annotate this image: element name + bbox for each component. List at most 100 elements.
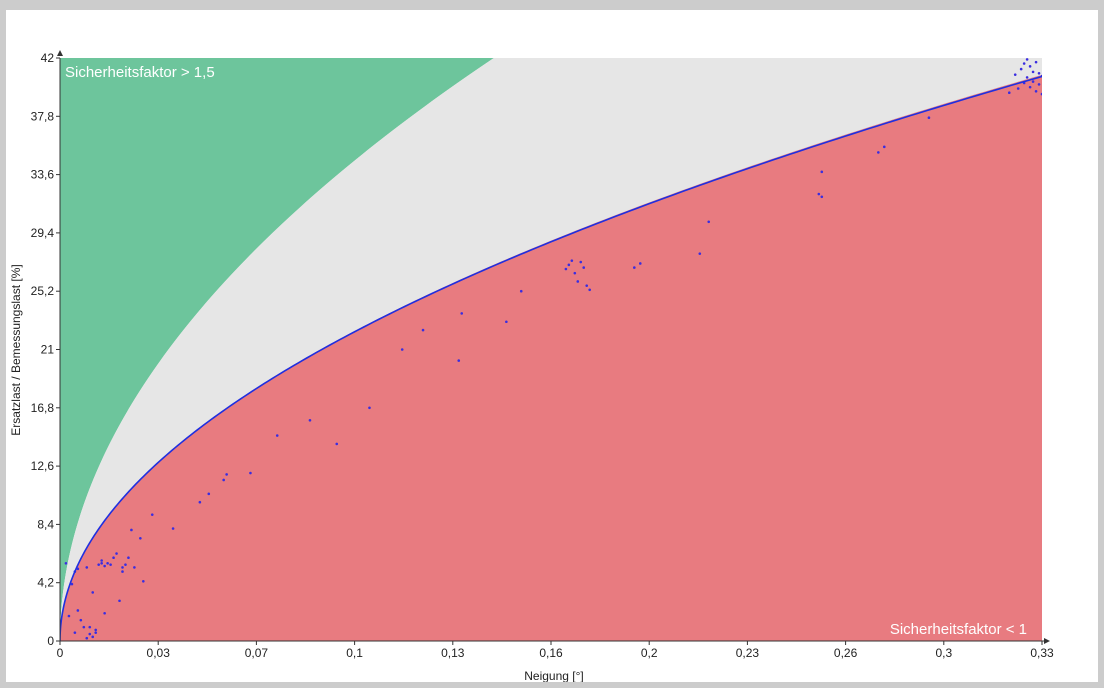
x-tick-label: 0,2 xyxy=(641,646,658,660)
data-point xyxy=(1028,65,1032,68)
data-point xyxy=(633,266,636,269)
x-tick-label: 0,16 xyxy=(539,646,563,660)
data-point xyxy=(118,599,121,603)
data-point xyxy=(564,267,568,271)
y-tick-label: 16,8 xyxy=(31,401,55,415)
data-point xyxy=(457,359,461,362)
data-point xyxy=(67,614,71,618)
data-point xyxy=(1013,73,1017,76)
x-axis-arrow xyxy=(1044,638,1050,644)
data-point xyxy=(1025,76,1029,79)
y-tick-label: 42 xyxy=(41,51,55,65)
x-tick-label: 0,03 xyxy=(147,646,171,660)
data-point xyxy=(567,263,571,267)
data-point xyxy=(576,280,580,283)
data-point xyxy=(171,527,175,530)
data-point xyxy=(1040,92,1042,96)
y-tick-label: 37,8 xyxy=(31,109,55,123)
data-point xyxy=(112,556,115,560)
y-tick-label: 8,4 xyxy=(37,517,54,531)
data-point xyxy=(222,478,225,482)
data-point xyxy=(1037,71,1041,75)
data-point xyxy=(127,556,130,560)
data-point xyxy=(88,625,92,629)
y-tick-label: 33,6 xyxy=(31,168,55,182)
data-point xyxy=(94,628,98,632)
plot-area xyxy=(60,58,1050,641)
data-point xyxy=(582,266,586,269)
x-tick-label: 0 xyxy=(57,646,64,660)
data-point xyxy=(505,320,508,324)
data-point xyxy=(133,566,136,569)
x-ticks: 0 0,03 0,07 0,1 0,13 0,16 0,2 0,23 0,26 0,3 0,33 xyxy=(57,641,1054,660)
data-point xyxy=(707,220,711,224)
data-point xyxy=(368,406,371,410)
x-axis-title: Neigung [°] xyxy=(524,669,584,682)
data-point xyxy=(460,312,464,315)
region-low-safety xyxy=(60,74,1042,641)
data-point xyxy=(82,625,86,629)
data-point xyxy=(97,563,100,566)
x-tick-label: 0,33 xyxy=(1030,646,1054,660)
data-point xyxy=(927,116,931,119)
data-point xyxy=(121,566,124,569)
data-point xyxy=(588,288,591,292)
data-point xyxy=(130,528,133,532)
data-point xyxy=(1022,62,1026,65)
data-point xyxy=(820,170,824,174)
data-point xyxy=(106,561,109,565)
data-point xyxy=(73,631,77,634)
data-point xyxy=(1047,89,1050,92)
data-point xyxy=(150,513,154,516)
y-tick-label: 21 xyxy=(41,343,55,357)
region-high-safety xyxy=(60,58,494,641)
data-point xyxy=(91,635,95,639)
x-tick-label: 0,23 xyxy=(736,646,760,660)
data-point xyxy=(570,259,574,262)
data-point xyxy=(882,145,886,149)
y-tick-label: 12,6 xyxy=(31,459,55,473)
data-point xyxy=(877,151,880,154)
x-tick-label: 0,13 xyxy=(441,646,465,660)
data-point xyxy=(421,328,425,332)
x-tick-label: 0,3 xyxy=(935,646,952,660)
data-point xyxy=(109,563,112,566)
data-point xyxy=(103,611,106,615)
data-point xyxy=(70,582,74,586)
data-points xyxy=(64,58,1050,640)
data-point xyxy=(64,561,68,565)
data-point xyxy=(638,262,642,265)
y-tick-label: 0 xyxy=(47,634,54,648)
data-point xyxy=(85,636,89,640)
data-point xyxy=(76,609,80,612)
chart-svg: 0 0,03 0,07 0,1 0,13 0,16 0,2 0,23 0,26 0,3 0,33 0… xyxy=(9,50,1054,682)
data-point xyxy=(85,566,89,569)
data-point xyxy=(124,563,127,566)
data-point xyxy=(207,492,211,496)
data-point xyxy=(142,580,145,583)
data-point xyxy=(1034,90,1038,93)
data-point xyxy=(88,632,92,636)
data-point xyxy=(139,536,142,540)
data-point xyxy=(308,418,312,422)
data-point xyxy=(1007,91,1011,94)
data-point xyxy=(1037,83,1041,86)
data-point xyxy=(115,552,118,555)
data-point xyxy=(519,289,523,293)
data-point xyxy=(1019,67,1023,71)
data-point xyxy=(100,559,103,562)
data-point xyxy=(1044,84,1047,87)
data-point xyxy=(585,284,589,287)
y-axis-arrow xyxy=(57,50,63,56)
chart-frame: 0 0,03 0,07 0,1 0,13 0,16 0,2 0,23 0,26 0,3 0,33 0… xyxy=(6,10,1098,682)
data-point xyxy=(91,591,95,594)
data-point xyxy=(94,631,98,634)
y-ticks: 0 4,2 8,4 12,6 16,8 21 25,2 29,4 33,6 37,8 42 xyxy=(31,51,60,648)
data-point xyxy=(225,473,228,476)
y-tick-label: 25,2 xyxy=(31,284,55,298)
data-point xyxy=(820,195,824,199)
data-point xyxy=(249,471,252,475)
data-point xyxy=(198,500,202,504)
data-point xyxy=(103,564,106,568)
region-high-label: Sicherheitsfaktor > 1,5 xyxy=(65,64,215,81)
